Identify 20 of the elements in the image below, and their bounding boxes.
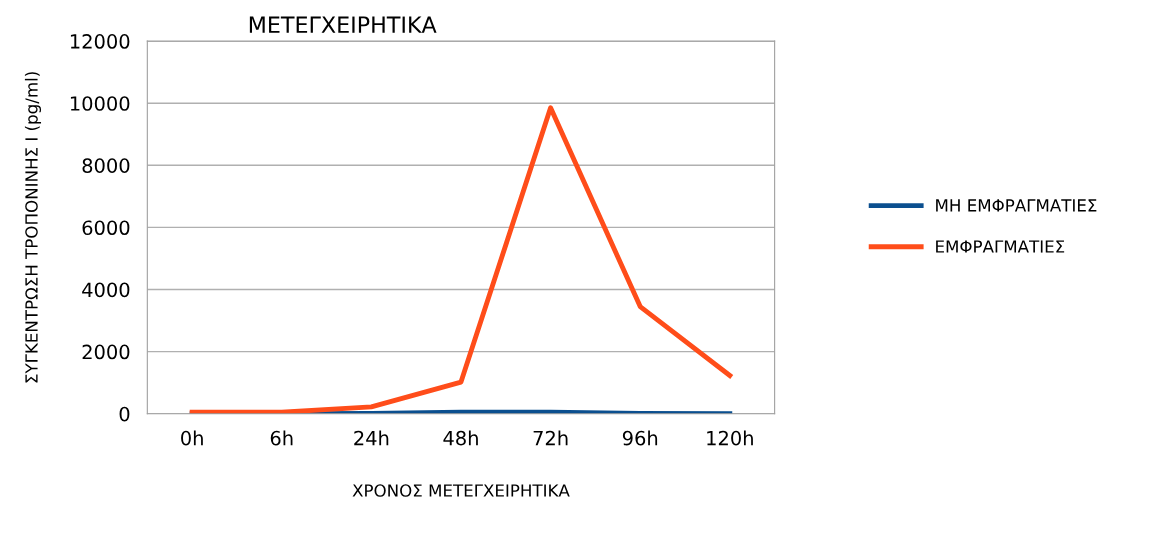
y-tick-label: 0 bbox=[119, 406, 130, 422]
legend-label: ΜΗ ΕΜΦΡΑΓΜΑΤΙΕΣ bbox=[936, 199, 1097, 212]
y-tick-label: 2000 bbox=[82, 344, 130, 360]
x-tick-label: 120h bbox=[707, 430, 753, 446]
y-tick-label: 8000 bbox=[82, 158, 130, 173]
y-tick-label: 12000 bbox=[70, 34, 130, 49]
y-tick-label: 4000 bbox=[82, 282, 130, 298]
y-tick-label: 10000 bbox=[70, 96, 130, 111]
line-series bbox=[189, 105, 733, 414]
x-tick-label: 72h bbox=[533, 430, 568, 446]
y-axis-title: ΣΥΓΚΕΝΤΡΩΣΗ ΤΡΟΠΟΝΙΝΗΣ I (pg/ml) bbox=[24, 72, 42, 383]
x-tick-label: 24h bbox=[354, 430, 389, 446]
x-axis-title: ΧΡΟΝΟΣ ΜΕΤΕΓΧΕΙΡΗΤΙΚΑ bbox=[352, 484, 570, 497]
x-tick-label: 6h bbox=[270, 430, 293, 446]
x-tick-label: 48h bbox=[443, 430, 478, 446]
x-tick-label: 0h bbox=[181, 430, 203, 446]
chart-title: ΜΕΤΕΓΧΕΙΡΗΤΙΚΑ bbox=[249, 16, 437, 33]
x-tick-label: 96h bbox=[622, 430, 658, 446]
y-tick-label: 6000 bbox=[82, 220, 130, 236]
legend-label: ΕΜΦΡΑΓΜΑΤΙΕΣ bbox=[936, 240, 1065, 253]
